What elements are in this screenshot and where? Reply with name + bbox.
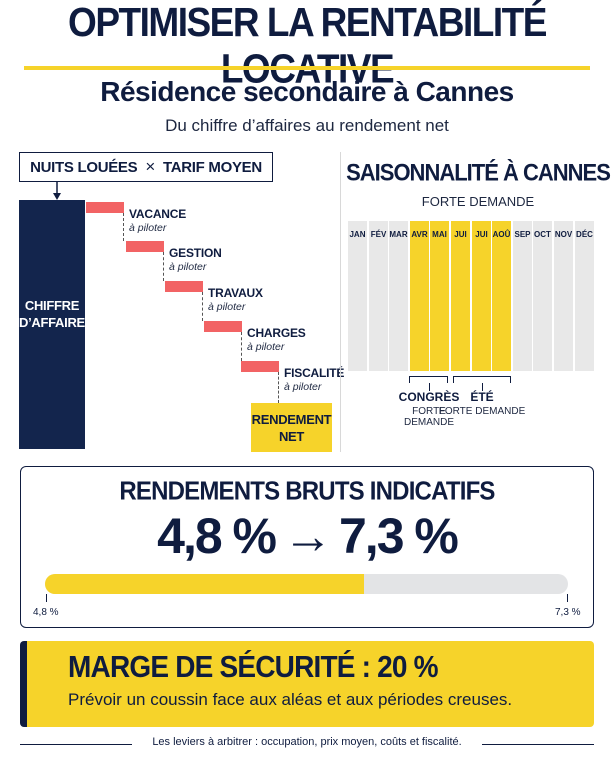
waterfall-connector bbox=[202, 292, 203, 321]
net-label-line2: NET bbox=[278, 428, 305, 444]
deduction-label: TRAVAUX bbox=[208, 286, 263, 300]
yield-min-tick bbox=[46, 594, 47, 602]
seasonality-title: SAISONNALITÉ À CANNES bbox=[346, 158, 611, 186]
yield-progress-track bbox=[45, 574, 568, 594]
net-yield-box: RENDEMENT NET bbox=[251, 403, 332, 452]
period-name: CONGRÈS bbox=[398, 390, 460, 404]
month-label: MAR bbox=[389, 230, 408, 239]
month-label: FÉV bbox=[370, 230, 387, 239]
deduction-label: VACANCE bbox=[129, 207, 187, 221]
month-column bbox=[451, 221, 470, 371]
period-bracket-tick bbox=[429, 383, 430, 391]
net-label-line1: RENDEMENT bbox=[251, 411, 332, 427]
yield-title: RENDEMENTS BRUTS INDICATIFS bbox=[119, 476, 495, 507]
arrow-right-icon: → bbox=[283, 508, 333, 564]
period-bracket bbox=[409, 376, 448, 383]
month-column bbox=[513, 221, 532, 371]
month-label: SEP bbox=[514, 230, 531, 239]
safety-margin-panel bbox=[20, 641, 594, 727]
page-tagline: Du chiffre d’affaires au rendement net bbox=[165, 116, 449, 135]
period-name: ÉTÉ bbox=[470, 390, 494, 404]
deduction-bar bbox=[86, 202, 124, 213]
month-column bbox=[430, 221, 449, 371]
revenue-label-line2: D’AFFAIRES bbox=[19, 315, 94, 330]
month-label: JUI bbox=[475, 230, 488, 239]
month-label: MAI bbox=[432, 230, 447, 239]
month-column bbox=[492, 221, 511, 371]
deduction-bar bbox=[241, 361, 279, 372]
multiply-icon: × bbox=[145, 157, 155, 176]
month-column bbox=[554, 221, 573, 371]
footer-rule-left bbox=[20, 744, 132, 745]
deduction-bar bbox=[204, 321, 242, 332]
period-note: FORTE DEMANDE bbox=[403, 406, 454, 428]
period-bracket bbox=[453, 376, 511, 383]
month-label: JUI bbox=[454, 230, 467, 239]
month-column bbox=[369, 221, 388, 371]
month-label: DÉC bbox=[576, 230, 593, 239]
deduction-note: à piloter bbox=[284, 381, 322, 393]
month-column bbox=[348, 221, 367, 371]
deduction-bar bbox=[165, 281, 203, 292]
yield-progress-fill bbox=[45, 574, 365, 594]
month-column bbox=[533, 221, 552, 371]
arrow-down-icon bbox=[53, 182, 61, 200]
revenue-formula: NUITS LOUÉES × TARIF MOYEN bbox=[19, 152, 273, 182]
waterfall-connector bbox=[163, 252, 164, 281]
period-note: FORTE DEMANDE bbox=[438, 406, 526, 417]
month-label: NOV bbox=[554, 230, 573, 239]
yield-range: 4,8 % → 7,3 % bbox=[20, 507, 594, 565]
month-column bbox=[575, 221, 594, 371]
deduction-note: à piloter bbox=[169, 261, 207, 273]
formula-nights: NUITS LOUÉES bbox=[30, 158, 138, 176]
month-column bbox=[389, 221, 408, 371]
yield-from: 4,8 % bbox=[157, 508, 277, 564]
month-label: AVR bbox=[411, 230, 428, 239]
footer-note: Les leviers à arbitrer : occupation, pri… bbox=[152, 736, 462, 748]
month-column bbox=[410, 221, 429, 371]
revenue-label: CHIFFRE D’AFFAIRES bbox=[19, 297, 94, 331]
revenue-bar bbox=[19, 200, 85, 449]
footer-rule-right bbox=[482, 744, 594, 745]
deduction-note: à piloter bbox=[129, 222, 167, 234]
deduction-label: CHARGES bbox=[247, 326, 306, 340]
deduction-label: FISCALITÉ bbox=[284, 366, 345, 380]
revenue-label-line1: CHIFFRE bbox=[24, 298, 80, 313]
waterfall-connector bbox=[278, 372, 279, 403]
waterfall-connector bbox=[241, 332, 242, 361]
page-subtitle: Résidence secondaire à Cannes bbox=[100, 76, 514, 107]
seasonality-subtitle: FORTE DEMANDE bbox=[421, 194, 535, 209]
month-label: JAN bbox=[349, 230, 366, 239]
formula-rate: TARIF MOYEN bbox=[162, 158, 262, 176]
title-underline bbox=[24, 66, 590, 70]
month-column bbox=[472, 221, 491, 371]
yield-max-label: 7,3 % bbox=[555, 607, 581, 618]
section-divider bbox=[340, 152, 341, 452]
deduction-label: GESTION bbox=[169, 246, 222, 260]
month-label: OCT bbox=[534, 230, 551, 239]
yield-panel bbox=[20, 466, 594, 628]
yield-min-label: 4,8 % bbox=[33, 607, 59, 618]
deduction-note: à piloter bbox=[247, 341, 285, 353]
yield-to: 7,3 % bbox=[339, 508, 459, 564]
safety-margin-title: MARGE DE SÉCURITÉ : 20 % bbox=[68, 650, 439, 684]
deduction-note: à piloter bbox=[208, 301, 246, 313]
deduction-bar bbox=[126, 241, 164, 252]
safety-margin-text: Prévoir un coussin face aux aléas et aux… bbox=[68, 690, 513, 709]
waterfall-connector bbox=[123, 213, 124, 241]
month-label: AOÛ bbox=[492, 230, 511, 239]
yield-max-tick bbox=[567, 594, 568, 602]
period-bracket-tick bbox=[482, 383, 483, 391]
